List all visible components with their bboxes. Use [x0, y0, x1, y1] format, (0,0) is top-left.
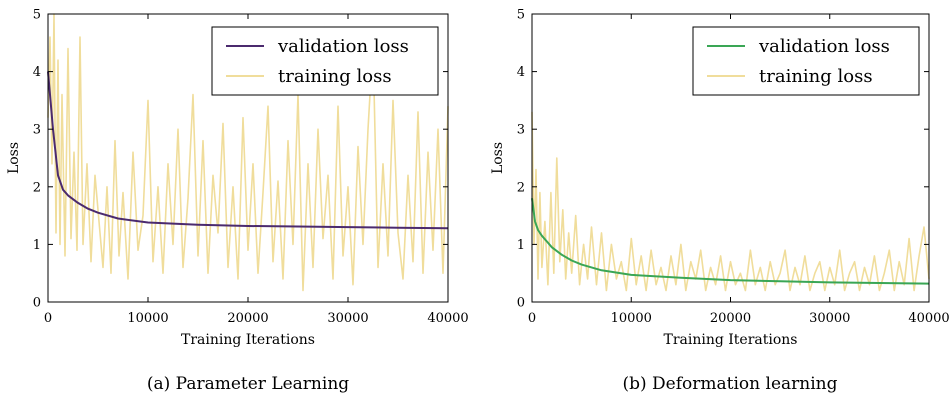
- right-legend: validation loss training loss: [692, 26, 920, 96]
- right-y-tick-label: 5: [517, 8, 525, 23]
- left-legend-box: [211, 26, 439, 96]
- right-y-tick-label: 0: [517, 296, 525, 311]
- right-legend-training-loss-label: training loss: [759, 66, 873, 87]
- left-x-tick-label: 30000: [327, 311, 368, 326]
- left-x-axis-title: Training Iterations: [181, 332, 315, 348]
- left-y-axis-title: Loss: [6, 142, 22, 174]
- right-chart: 0 10000 20000 30000 40000 0 1 2 3 4 5 Training Iter…: [490, 8, 950, 395]
- right-x-tick-label: 10000: [611, 311, 652, 326]
- right-validation-loss-line: [531, 198, 930, 285]
- left-y-tick-label: 2: [33, 180, 41, 195]
- left-legend-validation-loss-label: validation loss: [277, 36, 409, 57]
- left-validation-loss-line: [47, 71, 449, 230]
- right-x-tick-label: 30000: [809, 311, 850, 326]
- left-caption: (a) Parameter Learning: [147, 374, 349, 394]
- left-chart: 0 10000 20000 30000 40000 0 1 2 3 4 5 Training Iter…: [6, 8, 469, 395]
- left-x-tick-label: 20000: [227, 311, 268, 326]
- left-legend: validation loss training loss: [211, 26, 439, 96]
- left-y-tick-label: 1: [33, 238, 41, 253]
- right-training-loss-line: [531, 111, 930, 292]
- left-x-tick-label: 40000: [427, 311, 468, 326]
- left-y-tick-label: 0: [33, 296, 41, 311]
- right-x-tick-label: 0: [528, 311, 536, 326]
- right-x-tick-label: 20000: [710, 311, 751, 326]
- right-y-axis-title: Loss: [490, 142, 506, 174]
- right-y-tick-label: 1: [517, 238, 525, 253]
- right-y-tick-label: 2: [517, 180, 525, 195]
- right-x-axis-title: Training Iterations: [664, 332, 798, 348]
- left-x-tick-label: 0: [44, 311, 52, 326]
- left-x-tick-label: 10000: [127, 311, 168, 326]
- left-y-tick-label: 3: [33, 123, 41, 138]
- right-x-tick-label: 40000: [908, 311, 949, 326]
- left-y-tick-label: 4: [33, 65, 41, 80]
- left-y-tick-label: 5: [33, 8, 41, 23]
- right-y-tick-label: 3: [517, 123, 525, 138]
- right-legend-box: [692, 26, 920, 96]
- right-y-tick-label: 4: [517, 65, 525, 80]
- right-caption: (b) Deformation learning: [623, 374, 838, 394]
- right-legend-validation-loss-label: validation loss: [758, 36, 890, 57]
- left-legend-training-loss-label: training loss: [278, 66, 392, 87]
